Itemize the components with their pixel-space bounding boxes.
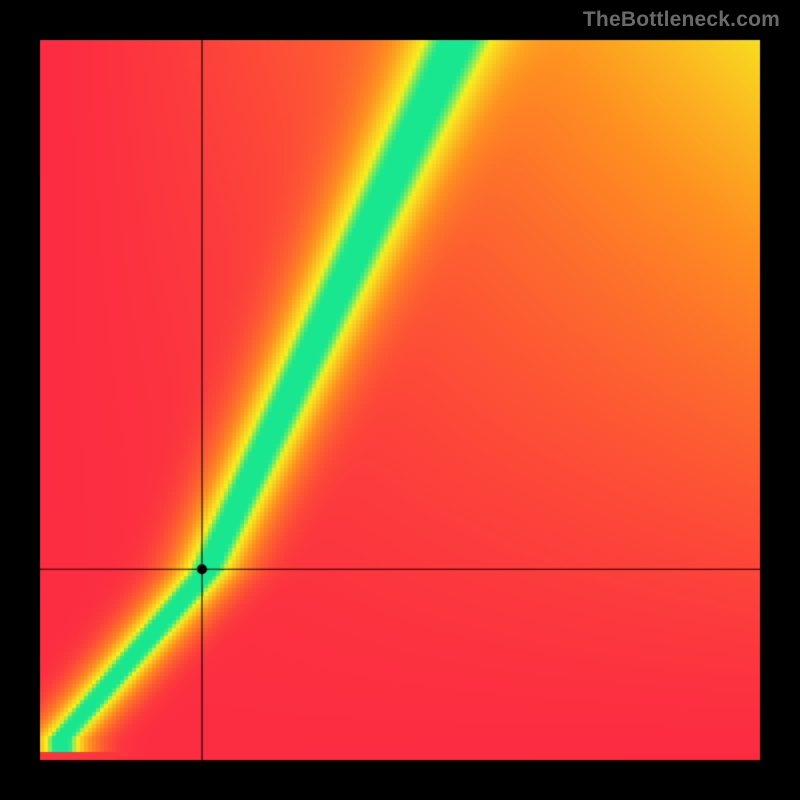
watermark-label: TheBottleneck.com xyxy=(583,8,780,32)
chart-container: TheBottleneck.com xyxy=(0,0,800,800)
bottleneck-heatmap xyxy=(0,0,800,800)
